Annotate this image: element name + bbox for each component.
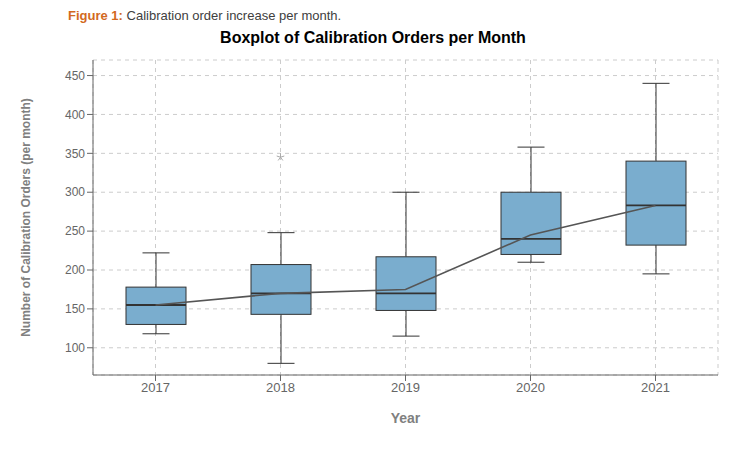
svg-text:150: 150 <box>65 302 85 316</box>
svg-text:300: 300 <box>65 185 85 199</box>
svg-text:2020: 2020 <box>516 380 545 395</box>
svg-text:450: 450 <box>65 69 85 83</box>
html-text:Boxplot of Calibration Orders: Boxplot of Calibration Orders per Month <box>220 29 526 46</box>
svg-text:2018: 2018 <box>266 380 295 395</box>
svg-text:400: 400 <box>65 108 85 122</box>
svg-text:200: 200 <box>65 263 85 277</box>
svg-text:Number of Calibration Orders (: Number of Calibration Orders (per month) <box>19 98 33 337</box>
svg-text:2021: 2021 <box>641 380 670 395</box>
svg-text:2017: 2017 <box>141 380 170 395</box>
svg-text:350: 350 <box>65 147 85 161</box>
svg-text:Year: Year <box>391 410 421 426</box>
svg-text:100: 100 <box>65 341 85 355</box>
html-text:Figure 1: Calibration order in: Figure 1: Calibration order increase per… <box>68 8 342 23</box>
svg-text:2019: 2019 <box>391 380 420 395</box>
svg-text:250: 250 <box>65 224 85 238</box>
